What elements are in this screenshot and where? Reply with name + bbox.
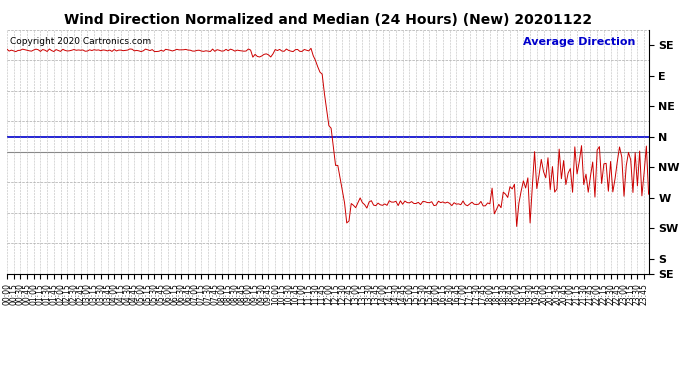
Title: Wind Direction Normalized and Median (24 Hours) (New) 20201122: Wind Direction Normalized and Median (24… <box>63 13 592 27</box>
Text: Copyright 2020 Cartronics.com: Copyright 2020 Cartronics.com <box>10 38 151 46</box>
Text: Average Direction: Average Direction <box>524 38 635 47</box>
